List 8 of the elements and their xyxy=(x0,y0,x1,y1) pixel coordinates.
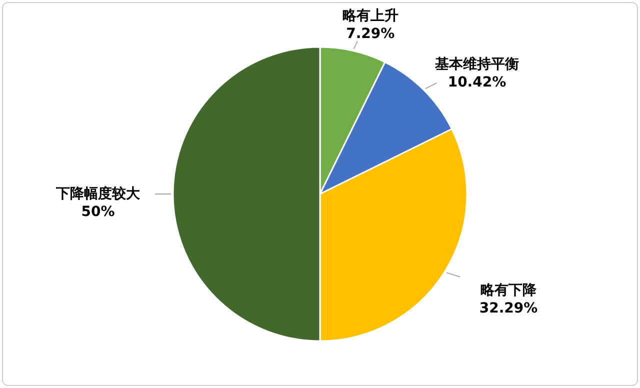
data-label: 50% xyxy=(81,204,115,220)
slice-label: 下降幅度较大 xyxy=(55,185,141,202)
data-label: 7.29% xyxy=(346,26,395,42)
slice-label: 略有上升 xyxy=(342,6,398,24)
data-label: 10.42% xyxy=(448,74,506,91)
slice-label: 略有下降 xyxy=(480,282,538,299)
slice-label: 基本维持平衡 xyxy=(434,56,519,73)
data-label: 32.29% xyxy=(479,300,538,317)
